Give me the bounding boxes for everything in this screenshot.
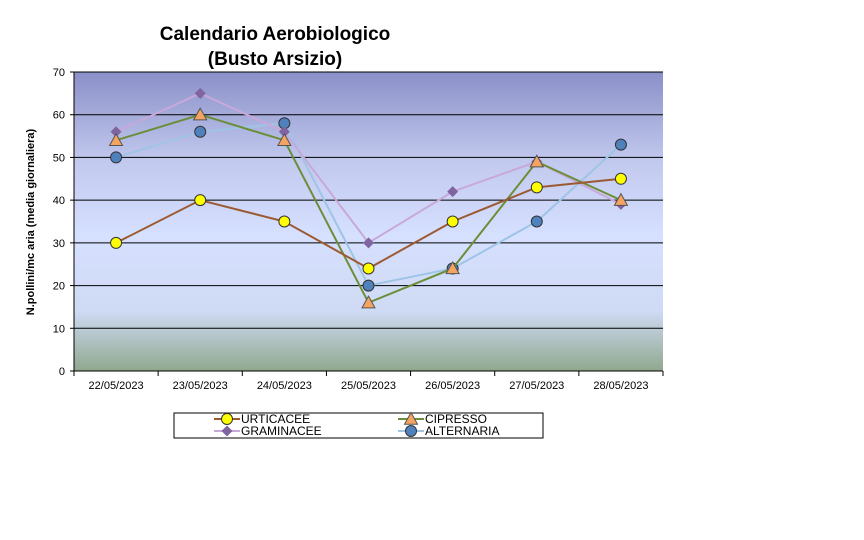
x-tick-label: 23/05/2023 [173,380,228,392]
data-point [447,186,459,198]
x-tick-label: 22/05/2023 [89,380,144,392]
legend-item: ALTERNARIA [398,424,499,438]
data-point [277,132,292,147]
data-point [110,236,123,249]
y-tick-labels: 0 10 20 30 40 50 60 70 [53,67,65,378]
series-group [108,87,629,309]
data-point [530,181,543,194]
chart-subtitle: (Busto Arsizio) [208,49,342,70]
x-tick-label: 28/05/2023 [593,380,648,392]
legend-label: URTICACEE [241,412,310,426]
legend-item: CIPRESSO [398,411,487,426]
axes [73,72,664,376]
data-point [108,132,124,147]
legend-marker [221,425,233,437]
y-tick-label: 70 [53,67,65,79]
data-point [194,87,206,99]
legend-marker [403,411,419,425]
data-point [110,151,123,164]
x-tick-label: 26/05/2023 [425,380,480,392]
data-point [530,215,543,228]
data-point [614,138,627,151]
series-urticacee [110,172,627,275]
legend-item: URTICACEE [214,412,310,426]
y-tick-label: 60 [53,110,65,122]
legend-box [173,412,544,439]
data-point [613,192,629,206]
y-tick-label: 50 [53,152,65,164]
y-tick-label: 30 [53,238,65,250]
y-tick-label: 10 [53,323,65,335]
y-tick-label: 20 [53,281,65,293]
legend-marker [221,413,233,425]
y-axis-label: N.pollini/mc aria (media giornaliera) [25,128,37,315]
legend-label: ALTERNARIA [425,424,499,438]
series-cipresso [108,107,629,309]
series-alternaria [110,117,627,292]
data-point [194,125,207,138]
data-point [194,194,207,207]
data-point [110,126,122,138]
data-point [362,279,375,292]
x-tick-label: 24/05/2023 [257,380,312,392]
data-point [361,295,376,309]
x-tick-label: 25/05/2023 [341,380,396,392]
x-tick-labels: 22/05/2023 23/05/2023 24/05/2023 25/05/2023… [89,380,649,392]
data-point [278,126,290,138]
data-point [362,262,375,275]
data-point [363,237,374,249]
data-point [445,260,460,275]
data-point [278,215,291,228]
y-tick-label: 40 [53,195,65,207]
legend-marker [405,425,417,437]
y-tick-label: 0 [59,366,65,378]
chart-title: Calendario Aerobiologico [160,24,391,45]
legend-label: GRAMINACEE [241,424,322,438]
x-tick-label: 27/05/2023 [509,380,564,392]
legend: URTICACEE CIPRESSO GRAMINACEE ALTERNARIA [173,411,544,439]
data-point [529,154,545,168]
legend-label: CIPRESSO [425,412,487,426]
plot-area [74,72,663,371]
data-point [614,172,627,185]
data-point [446,215,459,228]
legend-item: GRAMINACEE [214,424,322,438]
data-point [192,107,208,121]
